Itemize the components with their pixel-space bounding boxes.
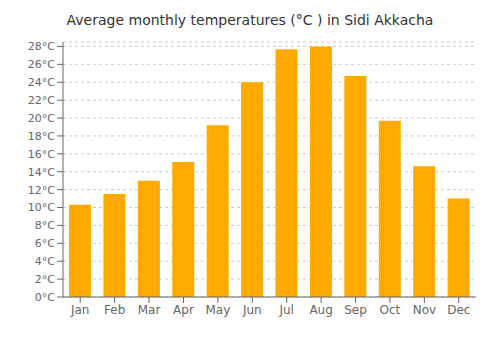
svg-text:Sep: Sep bbox=[344, 303, 367, 317]
svg-text:14°C: 14°C bbox=[28, 166, 55, 179]
svg-text:Dec: Dec bbox=[447, 303, 470, 317]
svg-text:Aug: Aug bbox=[309, 303, 332, 317]
svg-text:Apr: Apr bbox=[173, 303, 194, 317]
svg-text:28°C: 28°C bbox=[28, 40, 55, 53]
svg-text:20°C: 20°C bbox=[28, 112, 55, 125]
svg-text:Oct: Oct bbox=[380, 303, 401, 317]
svg-text:2°C: 2°C bbox=[35, 273, 55, 286]
svg-text:Jun: Jun bbox=[242, 303, 262, 317]
svg-text:22°C: 22°C bbox=[28, 94, 55, 107]
svg-text:24°C: 24°C bbox=[28, 76, 55, 89]
svg-text:0°C: 0°C bbox=[35, 291, 55, 304]
svg-text:May: May bbox=[205, 303, 230, 317]
svg-text:Jul: Jul bbox=[278, 303, 293, 317]
svg-text:16°C: 16°C bbox=[28, 148, 55, 161]
svg-text:12°C: 12°C bbox=[28, 184, 55, 197]
html-text:Average monthly temperatures (: Average monthly temperatures (°C ) in Si… bbox=[66, 12, 434, 28]
svg-text:10°C: 10°C bbox=[28, 201, 55, 214]
svg-text:Mar: Mar bbox=[138, 303, 161, 317]
svg-text:4°C: 4°C bbox=[35, 255, 55, 268]
svg-text:26°C: 26°C bbox=[28, 58, 55, 71]
svg-text:8°C: 8°C bbox=[35, 219, 55, 232]
svg-text:Nov: Nov bbox=[413, 303, 436, 317]
svg-text:6°C: 6°C bbox=[35, 237, 55, 250]
svg-text:Feb: Feb bbox=[104, 303, 125, 317]
svg-text:Jan: Jan bbox=[70, 303, 90, 317]
svg-text:18°C: 18°C bbox=[28, 130, 55, 143]
